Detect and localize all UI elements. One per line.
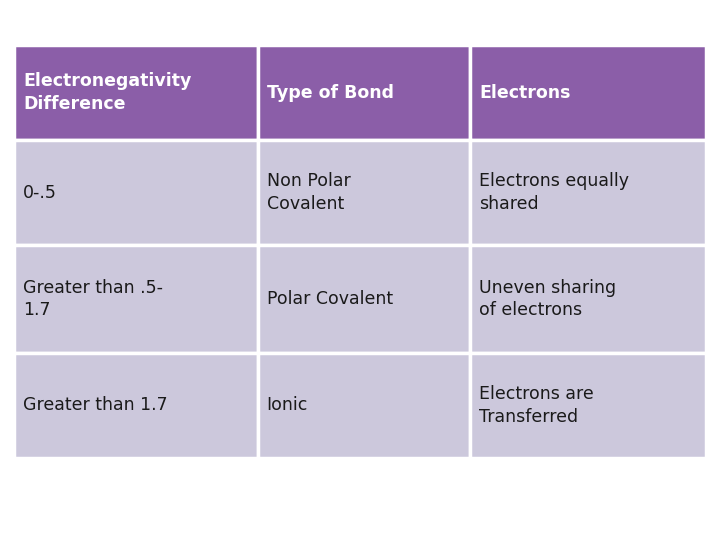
Text: 0-.5: 0-.5 — [23, 184, 57, 201]
Bar — [14, 45, 258, 140]
Bar — [258, 45, 470, 140]
Text: Polar Covalent: Polar Covalent — [266, 290, 392, 308]
Text: Ionic: Ionic — [266, 396, 308, 415]
Text: Electrons are
Transferred: Electrons are Transferred — [479, 386, 594, 426]
Text: Type of Bond: Type of Bond — [266, 84, 394, 102]
Bar — [470, 140, 706, 245]
Text: Greater than .5-
1.7: Greater than .5- 1.7 — [23, 279, 163, 319]
Bar — [14, 245, 258, 353]
Text: Non Polar
Covalent: Non Polar Covalent — [266, 172, 351, 213]
Text: Uneven sharing
of electrons: Uneven sharing of electrons — [479, 279, 616, 319]
Bar — [14, 140, 258, 245]
Text: Electrons: Electrons — [479, 84, 570, 102]
Text: Greater than 1.7: Greater than 1.7 — [23, 396, 168, 415]
Bar — [470, 245, 706, 353]
Bar — [470, 45, 706, 140]
Bar — [258, 140, 470, 245]
Bar — [470, 353, 706, 458]
Bar — [258, 245, 470, 353]
Text: Electronegativity
Difference: Electronegativity Difference — [23, 72, 192, 113]
Bar — [14, 353, 258, 458]
Text: Electrons equally
shared: Electrons equally shared — [479, 172, 629, 213]
Bar — [258, 353, 470, 458]
